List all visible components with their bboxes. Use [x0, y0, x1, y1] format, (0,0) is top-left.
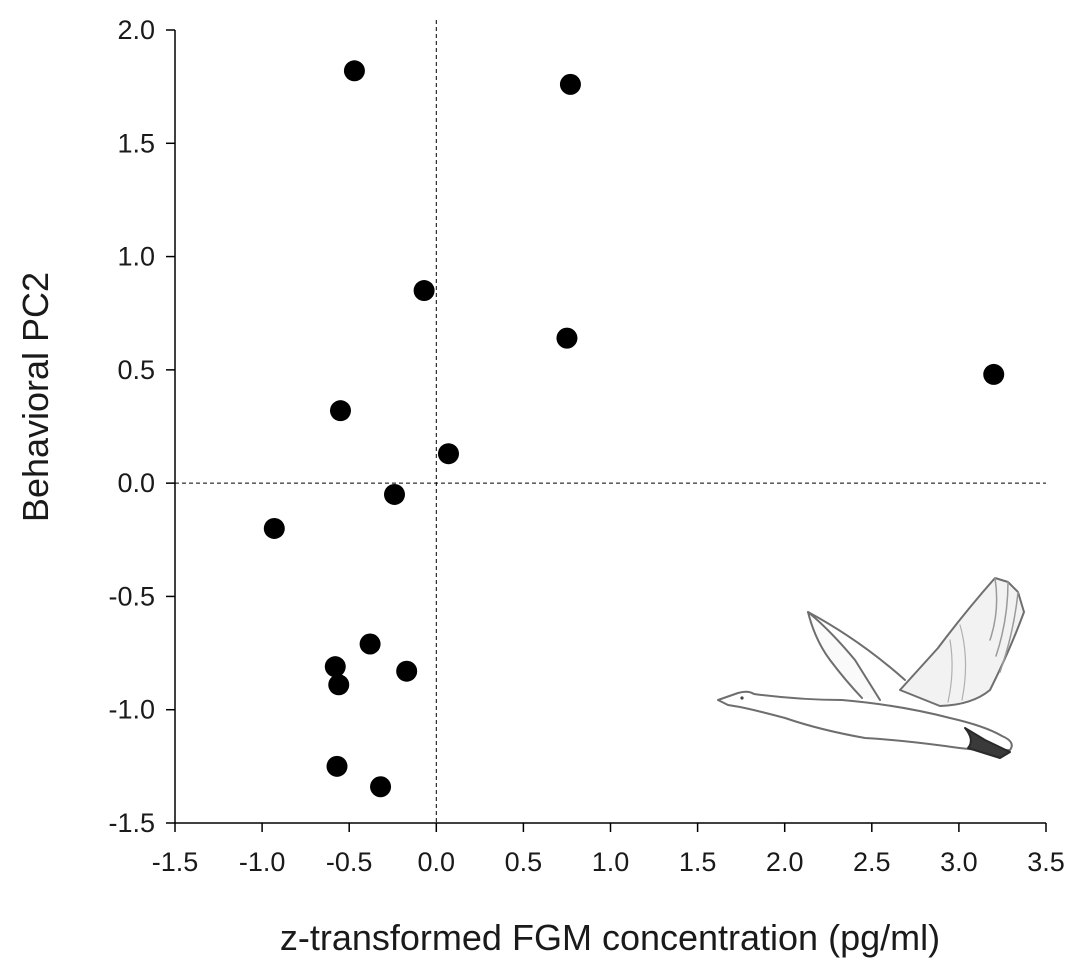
x-axis-ticks: -1.5 -1.0 -0.5 0.0 0.5 1.0 1.5 2.0 2.5 3.0 3.5 — [152, 823, 1065, 877]
data-point — [343, 60, 365, 82]
reference-lines — [175, 20, 1046, 823]
y-axis-title: Behavioral PC2 — [15, 272, 56, 522]
x-tick-label: 0.0 — [418, 847, 456, 877]
data-point — [370, 776, 392, 798]
x-tick-label: 3.0 — [940, 847, 978, 877]
data-point — [983, 363, 1005, 385]
x-tick-label: 1.5 — [679, 847, 717, 877]
y-tick-label: -1.5 — [108, 808, 155, 838]
y-tick-label: -0.5 — [108, 581, 155, 611]
x-tick-label: 3.5 — [1027, 847, 1065, 877]
y-tick-label: 1.5 — [117, 128, 155, 158]
x-tick-label: 2.5 — [853, 847, 891, 877]
y-tick-label: 0.5 — [117, 355, 155, 385]
y-tick-label: 0.0 — [117, 468, 155, 498]
data-point — [263, 517, 285, 539]
data-point — [329, 400, 351, 422]
data-point — [437, 443, 459, 465]
x-tick-label: -1.5 — [152, 847, 199, 877]
data-point — [326, 755, 348, 777]
x-tick-label: 1.0 — [592, 847, 630, 877]
y-tick-label: -1.0 — [108, 695, 155, 725]
data-point — [413, 280, 435, 302]
y-tick-label: 1.0 — [117, 242, 155, 272]
data-point — [359, 633, 381, 655]
y-axis-ticks: 2.0 1.5 1.0 0.5 0.0 -0.5 -1.0 -1.5 — [108, 15, 175, 838]
x-tick-label: 2.0 — [766, 847, 804, 877]
data-point — [328, 674, 350, 696]
data-point — [396, 660, 418, 682]
data-point — [383, 483, 405, 505]
x-axis-title: z-transformed FGM concentration (pg/ml) — [280, 917, 940, 958]
y-tick-label: 2.0 — [117, 15, 155, 45]
swan-illustration — [717, 577, 1025, 759]
x-tick-label: -1.0 — [239, 847, 286, 877]
x-tick-label: 0.5 — [505, 847, 543, 877]
data-point — [556, 327, 578, 349]
data-point — [324, 656, 346, 678]
data-point — [559, 73, 581, 95]
x-tick-label: -0.5 — [326, 847, 373, 877]
data-points — [263, 60, 1005, 798]
axes — [174, 30, 1046, 824]
